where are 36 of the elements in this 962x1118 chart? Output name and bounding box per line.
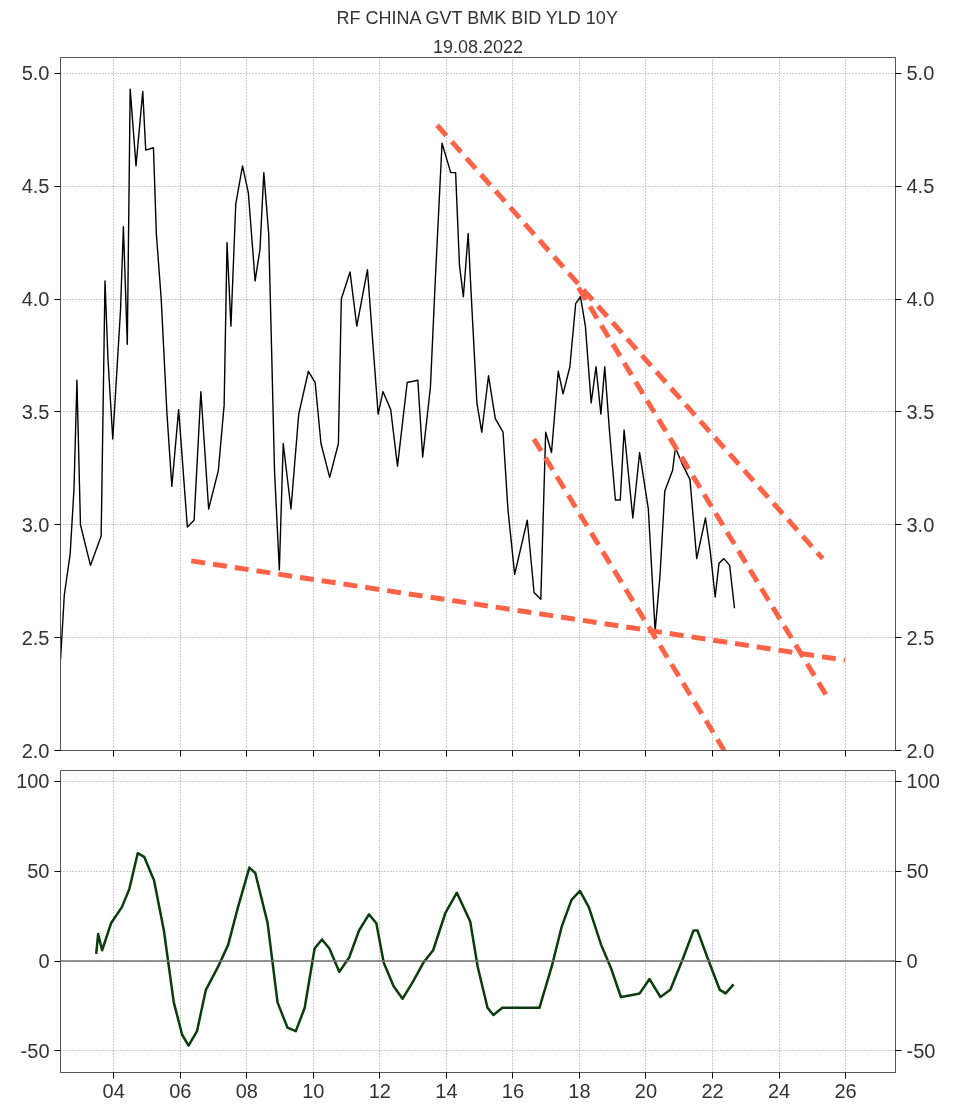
y2-tick-label: 2.0 — [906, 739, 935, 762]
x-tick-label: 08 — [235, 1079, 258, 1102]
x-tick-label: 22 — [701, 1079, 724, 1102]
y-tick-label: 2.5 — [21, 626, 50, 649]
x-tick-label: 14 — [435, 1079, 458, 1102]
y2-tick-label: 2.5 — [906, 626, 935, 649]
x-tick-label: 26 — [834, 1079, 857, 1102]
y-tick-label: 0 — [38, 950, 50, 973]
y-tick-label: 2.0 — [21, 739, 50, 762]
y2-tick-label: 0 — [906, 950, 918, 973]
y2-tick-label: -50 — [906, 1039, 936, 1062]
y2-tick-label: 5.0 — [906, 62, 935, 85]
chart-title: RF CHINA GVT BMK BID YLD 10Y — [336, 7, 618, 28]
y-tick-label: -50 — [20, 1039, 50, 1062]
x-tick-label: 20 — [634, 1079, 658, 1102]
y2-tick-label: 50 — [906, 860, 929, 883]
x-tick-label: 18 — [568, 1079, 591, 1102]
y-tick-label: 3.5 — [21, 400, 50, 423]
y-tick-label: 3.0 — [21, 513, 50, 536]
y-tick-label: 5.0 — [21, 62, 50, 85]
x-tick-label: 12 — [368, 1079, 391, 1102]
x-tick-label: 10 — [302, 1079, 325, 1102]
y2-tick-label: 4.0 — [906, 288, 935, 311]
x-tick-label: 24 — [767, 1079, 791, 1102]
y2-tick-label: 3.5 — [906, 400, 935, 423]
x-tick-label: 06 — [169, 1079, 192, 1102]
y2-tick-label: 100 — [906, 770, 940, 793]
y-tick-label: 50 — [27, 860, 50, 883]
y2-tick-label: 3.0 — [906, 513, 935, 536]
x-tick-label: 16 — [501, 1079, 525, 1102]
y2-tick-label: 4.5 — [906, 175, 935, 198]
y-tick-label: 4.5 — [21, 175, 50, 198]
x-tick-label: 04 — [102, 1079, 125, 1102]
y-tick-label: 100 — [16, 770, 50, 793]
y-tick-label: 4.0 — [21, 288, 50, 311]
chart-subtitle: 19.08.2022 — [432, 36, 524, 57]
